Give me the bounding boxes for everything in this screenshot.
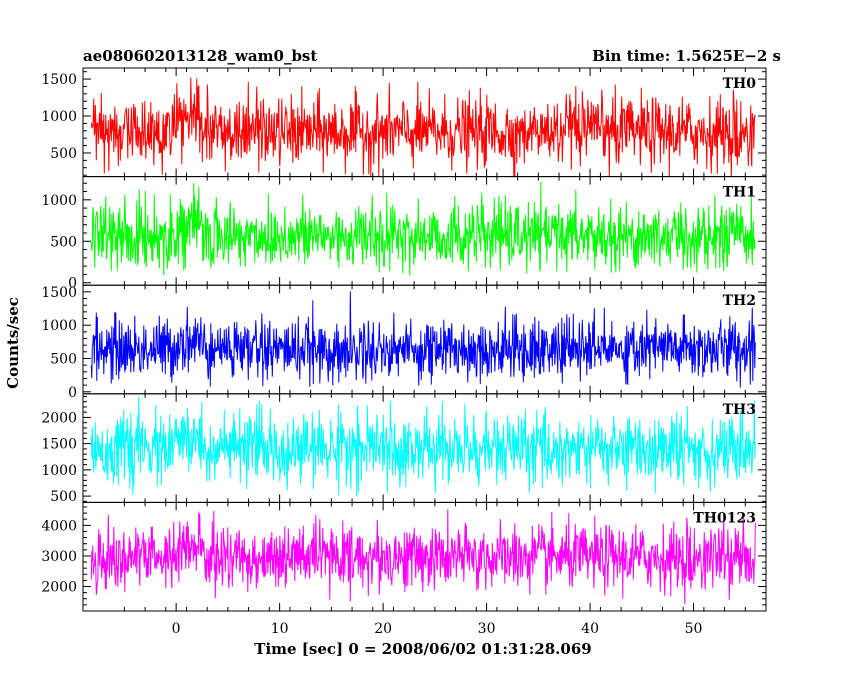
panel-th0123: 2000 3000 4000 TH0123 [41,501,767,612]
series-line-th3 [90,396,756,497]
x-tick-label: 50 [685,621,703,637]
y-tick-label: 0 [68,276,77,292]
y-tick-label: 1000 [41,463,77,479]
panel-label-th0123: TH0123 [693,510,756,526]
y-tick-label: 3000 [41,549,77,565]
panel-th2: 0 500 1000 1500 TH2 [41,284,767,401]
panel-th0: 500 1000 1500 TH0 [41,67,767,178]
y-tick-label: 1500 [41,285,77,301]
panel-frame [82,501,767,612]
x-tick-label: 0 [172,621,181,637]
x-tick-label: 40 [581,621,599,637]
y-tick-label: 500 [50,351,77,367]
bin-time-label: Bin time: 1.5625E−2 s [592,47,781,65]
y-tick-label: 0 [68,385,77,401]
series-line-th1 [90,181,756,276]
y-tick-label: 1000 [41,318,77,334]
y-axis-title: Counts/sec [4,297,22,389]
x-axis: 0 10 20 30 40 50 [172,621,703,637]
y-tick-label: 1000 [41,109,77,125]
series-line-th0123 [90,509,756,605]
y-tick-label: 500 [50,146,77,162]
panel-label-th3: TH3 [723,402,756,418]
x-tick-label: 10 [271,621,289,637]
panels-group: 500 1000 1500 TH0 0 500 1000 TH1 0 500 1000 1500 TH2… [41,67,767,612]
y-tick-label: 500 [50,234,77,250]
y-tick-label: 500 [50,489,77,505]
panel-label-th2: TH2 [723,293,756,309]
panel-label-th0: TH0 [723,76,757,92]
y-tick-label: 1500 [41,72,77,88]
panel-th1: 0 500 1000 TH1 [41,176,767,292]
y-tick-label: 2000 [41,410,77,426]
panel-th3: 500 1000 1500 2000 TH3 [41,393,767,505]
y-tick-label: 4000 [41,518,77,534]
x-axis-title: Time [sec] 0 = 2008/06/02 01:31:28.069 [254,640,591,658]
panel-label-th1: TH1 [723,185,756,201]
x-tick-label: 30 [478,621,496,637]
x-tick-label: 20 [374,621,392,637]
y-tick-label: 1500 [41,437,77,453]
y-tick-label: 2000 [41,580,77,596]
series-line-th0 [90,77,756,177]
chart-title: ae080602013128_wam0_bst [83,47,317,65]
series-line-th2 [90,291,756,388]
y-tick-label: 1000 [41,193,77,209]
